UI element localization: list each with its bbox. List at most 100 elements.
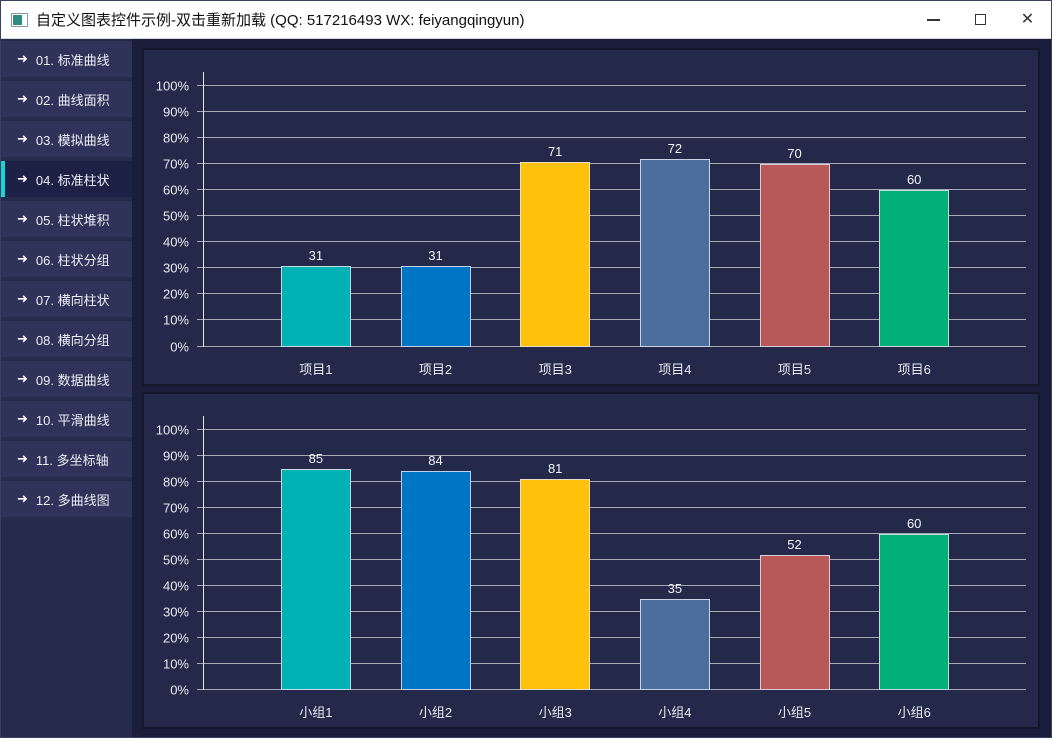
sidebar-item-label: 12. 多曲线图 bbox=[35, 492, 110, 508]
bar: 84 bbox=[400, 454, 471, 690]
bar-value-label: 72 bbox=[667, 140, 683, 156]
y-axis-tick-label: 90% bbox=[162, 104, 189, 120]
sidebar-item-01[interactable]: ➜ 01. 标准曲线 bbox=[1, 41, 132, 77]
y-axis-tick-label: 80% bbox=[162, 130, 189, 146]
bar-column: 81 小组3 bbox=[495, 430, 615, 719]
bar: 31 bbox=[280, 249, 351, 347]
x-axis-category-label: 小组3 bbox=[538, 705, 572, 720]
sidebar-item-label: 04. 标准柱状 bbox=[35, 172, 110, 188]
bar-value-label: 52 bbox=[787, 536, 802, 552]
maximize-button[interactable] bbox=[957, 1, 1004, 38]
sidebar-item-10[interactable]: ➜ 10. 平滑曲线 bbox=[1, 401, 132, 437]
bar-value-label: 60 bbox=[906, 172, 922, 188]
sidebar-item-label: 11. 多坐标轴 bbox=[35, 452, 109, 468]
x-axis-category-label: 小组1 bbox=[299, 705, 333, 720]
chart-panel-bottom[interactable]: 0% 10% 20% 30% 40% 50% 60% 70% 80% 90% 100% 85 小组1 84… bbox=[142, 391, 1040, 729]
bar-column: 31 项目2 bbox=[376, 86, 496, 376]
sidebar-item-04[interactable]: ➜ 04. 标准柱状 bbox=[1, 161, 132, 197]
x-axis-category-label: 项目1 bbox=[299, 361, 333, 377]
sidebar-item-label: 07. 横向柱状 bbox=[35, 292, 110, 308]
plot-area: 0% 10% 20% 30% 40% 50% 60% 70% 80% 90% 100% 31 项目1 31… bbox=[156, 72, 1026, 376]
gridline bbox=[197, 319, 1026, 321]
bar: 72 bbox=[639, 142, 710, 347]
gridline bbox=[197, 636, 1026, 638]
arrow-right-icon: ➜ bbox=[17, 51, 28, 66]
x-axis-category-label: 项目4 bbox=[658, 361, 692, 377]
bar-value-label: 31 bbox=[428, 247, 443, 263]
y-axis-tick-label: 50% bbox=[162, 208, 189, 224]
sidebar-item-03[interactable]: ➜ 03. 模拟曲线 bbox=[1, 121, 132, 157]
gridline bbox=[197, 189, 1026, 191]
sidebar-item-label: 09. 数据曲线 bbox=[35, 372, 110, 388]
bar: 31 bbox=[400, 249, 471, 347]
close-icon: ✕ bbox=[1020, 10, 1035, 28]
gridline bbox=[197, 293, 1026, 295]
bar-column: 70 项目5 bbox=[735, 86, 855, 376]
sidebar-item-12[interactable]: ➜ 12. 多曲线图 bbox=[1, 481, 132, 517]
sidebar-menu: ➜ 01. 标准曲线 ➜ 02. 曲线面积 ➜ 03. 模拟曲线 ➜ 04. 标准柱状 ➜ 05.… bbox=[1, 39, 132, 737]
bar-column: 35 小组4 bbox=[615, 430, 735, 719]
bar: 60 bbox=[879, 173, 950, 347]
gridline bbox=[197, 506, 1026, 508]
minimize-icon bbox=[927, 18, 940, 21]
bar-value-label: 31 bbox=[308, 247, 324, 263]
y-axis-tick-label: 70% bbox=[162, 500, 189, 516]
arrow-right-icon: ➜ bbox=[17, 291, 28, 306]
y-axis-tick-label: 100% bbox=[155, 78, 189, 94]
y-axis-tick-label: 10% bbox=[162, 656, 189, 672]
bar: 85 bbox=[280, 452, 351, 690]
bar: 52 bbox=[759, 538, 830, 690]
sidebar-item-11[interactable]: ➜ 11. 多坐标轴 bbox=[1, 441, 132, 477]
gridline bbox=[197, 85, 1026, 86]
bars-row: 31 项目1 31 项目2 71 项目3 72 项目4 70 项目5 60 项目6 bbox=[204, 86, 1026, 376]
gridline bbox=[197, 241, 1026, 243]
arrow-right-icon: ➜ bbox=[17, 91, 28, 106]
bar-value-label: 70 bbox=[787, 146, 802, 162]
y-axis-tick-label: 70% bbox=[162, 156, 189, 172]
sidebar-item-07[interactable]: ➜ 07. 横向柱状 bbox=[1, 281, 132, 317]
bar-column: 31 项目1 bbox=[256, 86, 376, 376]
x-axis-category-label: 项目2 bbox=[418, 361, 453, 377]
bar-value-label: 85 bbox=[308, 450, 324, 466]
bar-value-label: 71 bbox=[547, 143, 563, 159]
sidebar-item-09[interactable]: ➜ 09. 数据曲线 bbox=[1, 361, 132, 397]
bar-column: 60 项目6 bbox=[854, 86, 974, 376]
sidebar-item-08[interactable]: ➜ 08. 横向分组 bbox=[1, 321, 132, 357]
y-axis-tick-label: 40% bbox=[162, 234, 189, 250]
y-axis-tick-label: 20% bbox=[162, 286, 189, 302]
sidebar-item-label: 06. 柱状分组 bbox=[35, 252, 110, 268]
gridline bbox=[197, 480, 1026, 482]
chart-panel-top[interactable]: 0% 10% 20% 30% 40% 50% 60% 70% 80% 90% 100% 31 项目1 31… bbox=[142, 48, 1040, 386]
y-axis-tick-label: 30% bbox=[162, 604, 189, 620]
y-axis-tick-label: 10% bbox=[162, 312, 189, 328]
gridline bbox=[197, 163, 1026, 165]
gridline bbox=[197, 689, 1026, 690]
gridline bbox=[197, 610, 1026, 612]
gridline bbox=[197, 662, 1026, 664]
bar-column: 84 小组2 bbox=[376, 430, 496, 719]
x-axis-category-label: 小组6 bbox=[897, 705, 931, 720]
sidebar-item-02[interactable]: ➜ 02. 曲线面积 bbox=[1, 81, 132, 117]
y-axis-tick-label: 30% bbox=[162, 260, 189, 276]
gridline bbox=[197, 137, 1026, 139]
arrow-right-icon: ➜ bbox=[17, 171, 28, 186]
sidebar-item-06[interactable]: ➜ 06. 柱状分组 bbox=[1, 241, 132, 277]
y-axis-tick-label: 0% bbox=[170, 682, 189, 698]
x-axis-category-label: 项目5 bbox=[777, 361, 812, 377]
sidebar-item-05[interactable]: ➜ 05. 柱状堆积 bbox=[1, 201, 132, 237]
gridline bbox=[197, 532, 1026, 534]
y-axis-tick-label: 20% bbox=[162, 630, 189, 646]
content-area: 0% 10% 20% 30% 40% 50% 60% 70% 80% 90% 100% 31 项目1 31… bbox=[132, 39, 1051, 737]
bar-column: 60 小组6 bbox=[854, 430, 974, 719]
sidebar-item-label: 03. 模拟曲线 bbox=[35, 132, 110, 148]
x-axis-category-label: 小组4 bbox=[658, 705, 692, 720]
x-axis-category-label: 小组5 bbox=[777, 705, 812, 720]
sidebar-item-label: 01. 标准曲线 bbox=[35, 52, 110, 68]
sidebar-item-label: 10. 平滑曲线 bbox=[35, 412, 110, 428]
bar-value-label: 84 bbox=[428, 453, 443, 469]
close-button[interactable]: ✕ bbox=[1004, 1, 1051, 38]
gridline bbox=[197, 454, 1026, 456]
minimize-button[interactable] bbox=[910, 1, 957, 38]
bar: 60 bbox=[879, 517, 950, 690]
bar: 81 bbox=[520, 462, 591, 690]
